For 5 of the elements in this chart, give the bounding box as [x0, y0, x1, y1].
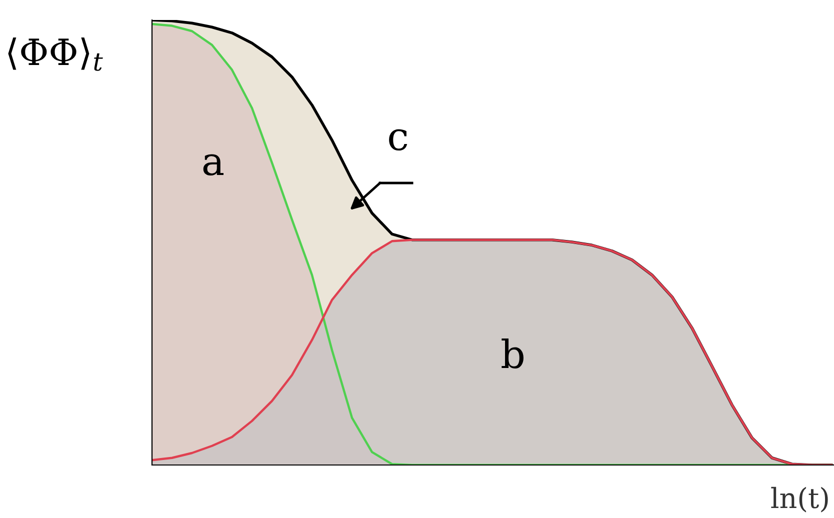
- annotation: a: [203, 154, 224, 176]
- x-axis-title: ln(t): [771, 486, 828, 512]
- y-axis-title: ⟨ΦΦ⟩$_{t}$: [8, 38, 103, 71]
- annotation: b: [502, 338, 524, 369]
- annotation: c: [389, 129, 408, 151]
